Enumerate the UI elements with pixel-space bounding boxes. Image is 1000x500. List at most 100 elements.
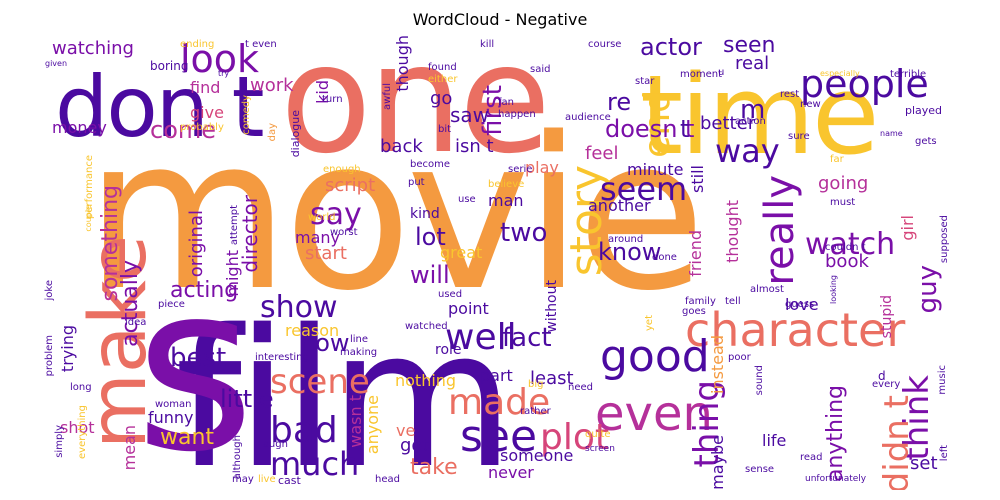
cloud-word: know: [598, 238, 662, 266]
cloud-word: d: [878, 369, 886, 383]
cloud-word: left: [939, 445, 950, 462]
cloud-word: t: [680, 115, 690, 143]
cloud-word: read: [800, 452, 823, 463]
cloud-word: people: [800, 62, 929, 106]
cloud-word: never: [488, 463, 534, 482]
cloud-word: saw: [450, 103, 490, 127]
cloud-word: good: [600, 331, 710, 382]
cloud-word: got: [400, 435, 430, 456]
cloud-word: shot: [60, 418, 95, 437]
cloud-word: become: [410, 159, 451, 170]
cloud-word: gets: [915, 136, 937, 147]
cloud-word: man: [488, 191, 524, 210]
cloud-word: enough: [323, 164, 361, 175]
cloud-word: still: [688, 165, 707, 193]
cloud-word: book: [825, 251, 869, 272]
cloud-word: turn: [322, 94, 343, 105]
cloud-word: making: [340, 347, 378, 358]
cloud-word: role: [435, 342, 462, 358]
cloud-word: girl: [898, 215, 917, 241]
cloud-word: piece: [158, 299, 185, 310]
cloud-word: director: [238, 195, 262, 273]
cloud-word: best: [170, 343, 227, 373]
cloud-word: sound: [754, 365, 765, 396]
cloud-word: will: [410, 261, 450, 289]
cloud-word: guess: [785, 299, 815, 310]
cloud-word: come: [150, 116, 217, 144]
cloud-word: believe: [488, 179, 525, 190]
cloud-word: give: [190, 103, 224, 122]
cloud-word: thought: [723, 200, 742, 263]
cloud-word: put: [408, 177, 425, 188]
cloud-word: trying: [58, 325, 77, 373]
cloud-word: though: [393, 35, 412, 92]
cloud-word: time: [640, 51, 880, 179]
cloud-word: look: [180, 37, 260, 81]
cloud-word: ve: [396, 421, 416, 440]
cloud-word: worst: [330, 227, 358, 238]
cloud-word: maybe: [708, 435, 727, 490]
cloud-word: actor: [640, 35, 702, 61]
cloud-word: want: [160, 425, 215, 450]
cloud-word: even: [595, 386, 713, 442]
cloud-word: someone: [500, 446, 574, 465]
cloud-word: mean: [120, 425, 139, 471]
cloud-word: seem: [600, 170, 688, 208]
cloud-word: big: [528, 379, 544, 390]
cloud-word: must: [830, 197, 856, 208]
cloud-word: anyone: [363, 395, 382, 455]
cloud-word: almost: [750, 284, 784, 295]
cloud-word: two: [500, 218, 548, 248]
cloud-word: interesting: [255, 352, 309, 363]
cloud-word: world: [308, 212, 336, 223]
cloud-word: awful: [382, 83, 393, 110]
cloud-word: moment: [680, 69, 723, 80]
cloud-word: see: [460, 411, 538, 462]
cloud-word: bad: [270, 410, 338, 451]
cloud-word: probably: [180, 122, 224, 133]
cloud-word: line: [350, 334, 369, 345]
cloud-word: terrible: [890, 69, 927, 80]
cloud-word: use: [458, 194, 476, 205]
cloud-word: take: [410, 455, 458, 480]
cloud-word: family: [685, 296, 716, 307]
cloud-word: lot: [415, 223, 446, 251]
cloud-word: real: [735, 53, 770, 74]
cloud-word: sense: [745, 464, 775, 475]
cloud-word: way: [715, 132, 780, 170]
cloud-word: minute: [627, 160, 684, 179]
cloud-word: might: [223, 250, 242, 297]
cloud-word: life: [762, 431, 787, 450]
cloud-word: couldn t: [825, 242, 866, 253]
cloud-word: given: [45, 59, 68, 68]
cloud-word: attempt: [229, 205, 240, 246]
cloud-word: made: [448, 382, 551, 423]
cloud-word: say: [310, 197, 362, 232]
cloud-word: although: [232, 435, 243, 480]
cloud-word: cast: [278, 474, 301, 487]
cloud-word: something: [98, 185, 123, 302]
chart-title: WordCloud - Negative: [412, 10, 588, 29]
cloud-word: didn t: [877, 395, 917, 490]
cloud-word: film: [175, 289, 515, 491]
cloud-word: problem: [44, 335, 55, 377]
cloud-word: head: [375, 474, 400, 485]
cloud-word: may: [232, 474, 254, 485]
cloud-word: action: [735, 116, 766, 127]
cloud-word: show: [260, 290, 338, 325]
cloud-word: said: [530, 64, 551, 75]
cloud-word: anything: [823, 385, 848, 483]
cloud-word: much: [270, 445, 360, 483]
cloud-word: bit: [438, 124, 452, 135]
cloud-word: one: [280, 35, 551, 187]
cloud-word: watching: [52, 38, 134, 59]
cloud-word: back: [380, 136, 423, 157]
cloud-word: going: [818, 173, 869, 194]
cloud-word: played: [905, 104, 943, 117]
cloud-word: either: [428, 74, 458, 85]
cloud-word: go: [430, 88, 453, 109]
cloud-word: done: [652, 252, 677, 263]
cloud-word: play: [525, 158, 559, 177]
cloud-word: money: [52, 118, 107, 137]
cloud-word: many: [295, 228, 340, 247]
